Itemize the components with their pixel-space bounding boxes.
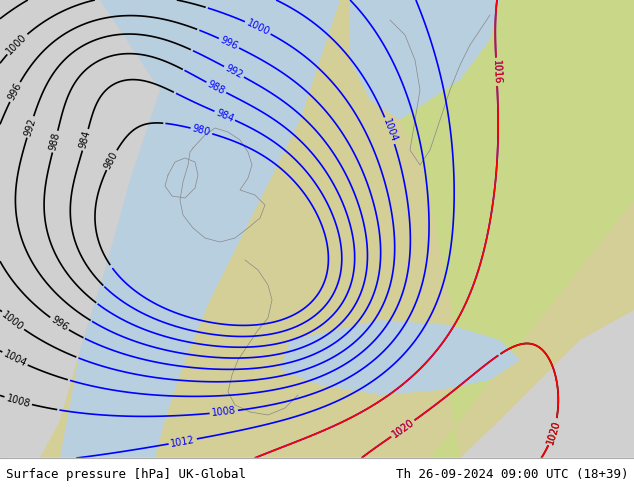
- Text: 1000: 1000: [245, 18, 271, 37]
- Text: 1020: 1020: [545, 419, 562, 445]
- Polygon shape: [0, 0, 210, 458]
- Text: 980: 980: [191, 123, 212, 138]
- Text: 1000: 1000: [5, 32, 29, 56]
- Text: 988: 988: [206, 79, 227, 96]
- Text: 984: 984: [78, 130, 93, 150]
- Text: 1020: 1020: [390, 417, 416, 440]
- Polygon shape: [400, 0, 634, 458]
- Polygon shape: [280, 320, 520, 395]
- Text: 984: 984: [214, 107, 235, 124]
- Polygon shape: [60, 0, 340, 458]
- Text: 1012: 1012: [170, 434, 196, 448]
- Polygon shape: [350, 0, 500, 120]
- Text: 1020: 1020: [390, 417, 416, 440]
- Text: 988: 988: [48, 131, 62, 152]
- Text: 996: 996: [6, 81, 23, 102]
- Text: 1008: 1008: [211, 406, 236, 418]
- Text: 980: 980: [103, 149, 120, 171]
- Text: 992: 992: [224, 63, 245, 80]
- Text: 1016: 1016: [491, 59, 502, 84]
- Text: 1008: 1008: [5, 393, 31, 409]
- Text: Th 26-09-2024 09:00 UTC (18+39): Th 26-09-2024 09:00 UTC (18+39): [396, 467, 628, 481]
- Text: 1000: 1000: [0, 309, 25, 332]
- Text: 1004: 1004: [2, 349, 28, 369]
- Text: 1020: 1020: [545, 419, 562, 445]
- Text: Surface pressure [hPa] UK-Global: Surface pressure [hPa] UK-Global: [6, 467, 246, 481]
- Bar: [0, 458, 634, 490]
- Text: 992: 992: [23, 117, 38, 137]
- Text: 996: 996: [49, 315, 70, 333]
- Text: 1004: 1004: [381, 118, 399, 144]
- Text: 996: 996: [219, 35, 240, 51]
- Polygon shape: [460, 310, 634, 458]
- Text: 1016: 1016: [491, 59, 502, 84]
